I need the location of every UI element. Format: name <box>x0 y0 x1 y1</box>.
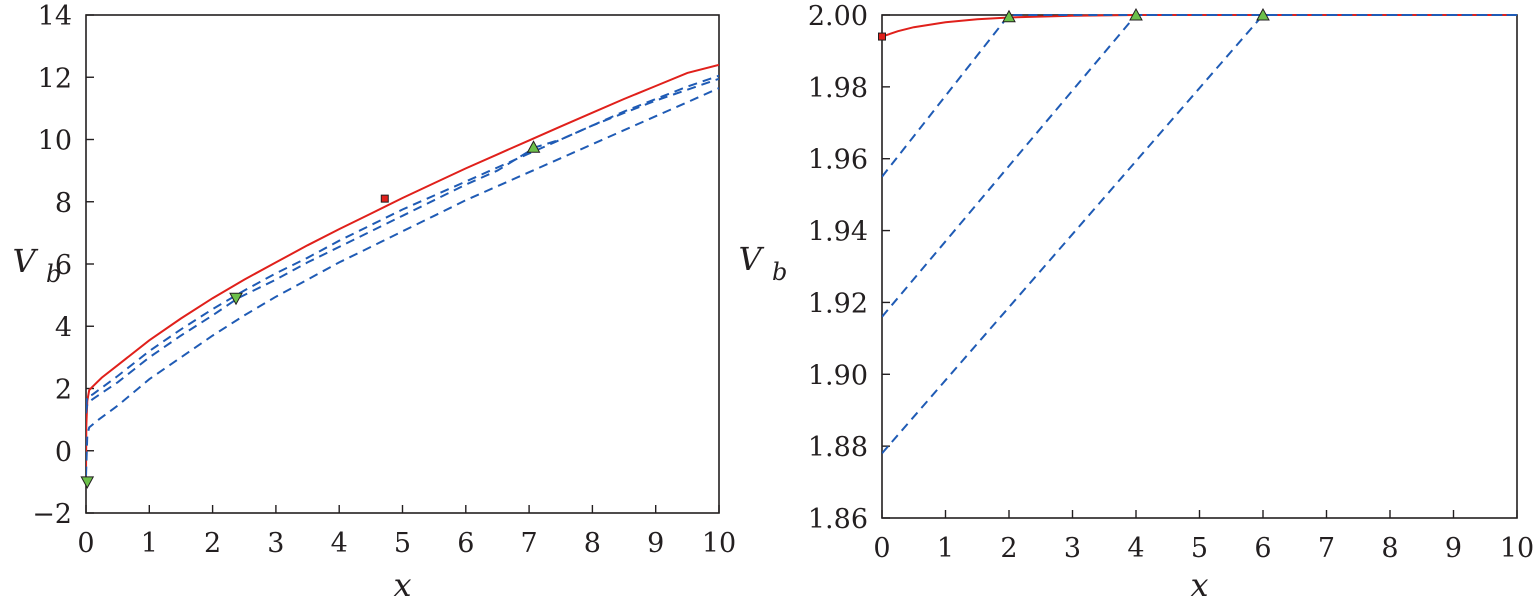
dashed-series-line-2 <box>882 14 1517 318</box>
x-tick-label: 5 <box>1191 533 1208 564</box>
y-tick-label: 12 <box>38 63 72 94</box>
y-tick-label: 1.96 <box>808 145 868 176</box>
x-tick-label: 10 <box>1500 533 1534 564</box>
x-tick-label: 1 <box>141 528 158 559</box>
dashed-series-line-3 <box>86 87 719 476</box>
y-tick-label: 0 <box>55 437 72 468</box>
plot-frame <box>85 14 720 514</box>
y-tick-label: 1.86 <box>808 504 868 535</box>
y-tick-label: 1.88 <box>808 432 868 463</box>
x-tick-label: 10 <box>702 528 736 559</box>
triangle-down-marker <box>80 476 95 489</box>
y-tick-label: 1.92 <box>808 288 868 319</box>
triangle-up-marker <box>1129 7 1143 21</box>
x-tick-label: 3 <box>1064 533 1081 564</box>
x-tick-label: 8 <box>1381 533 1398 564</box>
x-axis-label: x <box>393 566 411 599</box>
triangle-down-marker <box>229 292 243 306</box>
y-tick-label: 14 <box>38 1 72 32</box>
plot-frame <box>881 14 1518 519</box>
y-tick-label: 8 <box>55 188 72 219</box>
x-tick-label: 7 <box>1318 533 1335 564</box>
solid-series-line <box>882 14 1517 38</box>
x-tick-label: 7 <box>521 528 538 559</box>
dashed-series-line-2 <box>86 77 719 414</box>
x-axis-label: x <box>1190 566 1208 599</box>
triangle-up-marker <box>1002 9 1016 23</box>
triangle-up-marker <box>1256 7 1270 21</box>
y-axis-label-subscript: b <box>772 258 787 286</box>
x-tick-label: 0 <box>77 528 94 559</box>
x-tick-label: 0 <box>873 533 890 564</box>
x-tick-label: 3 <box>267 528 284 559</box>
y-axis-label: V <box>12 242 38 280</box>
x-tick-label: 9 <box>647 528 664 559</box>
y-axis-label-subscript: b <box>46 260 61 288</box>
x-tick-label: 1 <box>937 533 954 564</box>
y-tick-label: 1.94 <box>808 217 868 248</box>
x-tick-label: 8 <box>584 528 601 559</box>
square-marker <box>380 194 389 203</box>
x-tick-label: 6 <box>457 528 474 559</box>
x-tick-label: 4 <box>331 528 348 559</box>
x-tick-label: 5 <box>394 528 411 559</box>
solid-series-line <box>86 63 719 476</box>
y-tick-label: 1.98 <box>808 73 868 104</box>
right-chart-panel: 0 1 2 3 4 5 6 7 8 9 10 1.86 1.88 1.90 1.92 1.94 1.96 1.98… <box>738 1 1534 599</box>
x-tick-label: 9 <box>1445 533 1462 564</box>
x-tick-label: 4 <box>1127 533 1144 564</box>
square-marker <box>878 32 886 41</box>
x-tick-label: 6 <box>1254 533 1271 564</box>
y-tick-label: 4 <box>55 312 72 343</box>
triangle-up-marker <box>526 140 541 153</box>
y-tick-label: 6 <box>55 250 72 281</box>
y-tick-label: 2.00 <box>808 1 868 32</box>
dashed-series-line-1 <box>882 14 1517 178</box>
y-axis-label: V <box>738 240 764 278</box>
x-tick-label: 2 <box>1000 533 1017 564</box>
dashed-series-line-1 <box>86 74 719 408</box>
y-tick-label: −2 <box>32 499 72 530</box>
y-tick-label: 1.90 <box>808 360 868 391</box>
y-tick-label: 2 <box>55 375 72 406</box>
y-tick-label: 10 <box>38 126 72 157</box>
x-tick-label: 2 <box>204 528 221 559</box>
dashed-series-line-3 <box>882 14 1517 454</box>
